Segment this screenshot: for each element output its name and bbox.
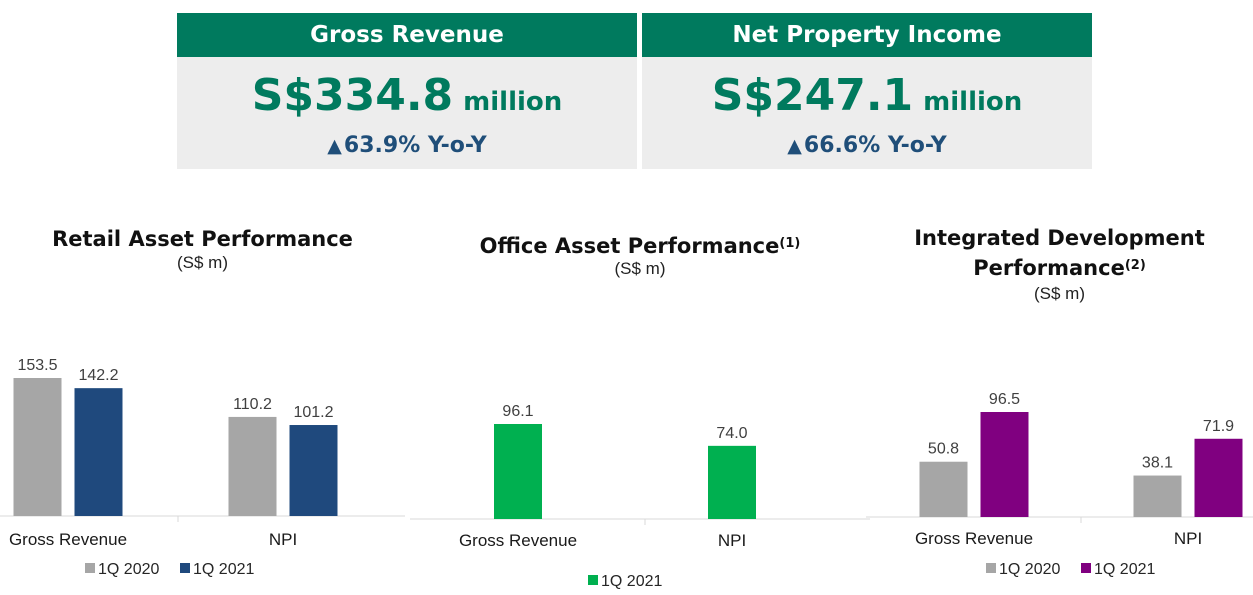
npi-amount: S$247.1	[711, 70, 914, 121]
legend-label: 1Q 2020	[999, 561, 1060, 578]
integrated-chart-title-line2: Performance	[973, 256, 1125, 280]
bar-npi-1q-2021	[1194, 438, 1243, 517]
legend-swatch	[588, 575, 598, 585]
legend-swatch	[1081, 563, 1091, 573]
data-label: 142.2	[78, 367, 118, 384]
retail-panel: Retail Asset Performance (S$ m) 153.5 142…	[0, 222, 405, 595]
integrated-chart: 50.8 96.5 Gross Revenue 38.1 71.9 NPI 1Q 2020 1…	[866, 391, 1253, 578]
npi-card: Net Property Income S$247.1 million ▲66.6…	[642, 13, 1092, 169]
category-label: NPI	[718, 531, 746, 550]
data-label: 110.2	[233, 396, 272, 413]
retail-chart-unit: (S$ m)	[177, 253, 228, 272]
gross-revenue-unit: million	[463, 87, 563, 117]
category-label: Gross Revenue	[9, 530, 127, 549]
integrated-panel: Integrated Development Performance(2) (S$…	[866, 222, 1253, 595]
category-label: Gross Revenue	[915, 529, 1033, 548]
legend-swatch	[986, 563, 996, 573]
legend-swatch	[85, 563, 95, 573]
retail-chart-title: Retail Asset Performance	[0, 225, 405, 253]
legend-label: 1Q 2021	[193, 561, 254, 578]
legend-swatch	[180, 563, 190, 573]
office-footnote-marker: (1)	[779, 236, 801, 251]
integrated-chart-unit: (S$ m)	[1034, 284, 1085, 303]
category-label: NPI	[269, 530, 297, 549]
bar-gross-revenue-1q-2021	[980, 412, 1029, 517]
data-label: 74.0	[716, 425, 747, 442]
data-label: 96.1	[502, 403, 533, 420]
data-label: 101.2	[293, 404, 333, 421]
office-chart-title: Office Asset Performance(1)	[410, 230, 870, 260]
category-label: NPI	[1174, 529, 1202, 548]
retail-chart: 153.5 142.2 Gross Revenue 110.2 101.2 NPI 1Q 2…	[0, 357, 405, 578]
gross-revenue-change: ▲63.9% Y-o-Y	[177, 133, 637, 158]
up-triangle-icon: ▲	[787, 135, 802, 157]
category-label: Gross Revenue	[459, 531, 577, 550]
gross-revenue-card-title: Gross Revenue	[177, 13, 637, 57]
bar-npi-1q-2021	[708, 445, 756, 519]
bar-gross-revenue-1q-2020	[13, 378, 62, 516]
data-label: 96.5	[989, 391, 1020, 408]
npi-value: S$247.1 million	[642, 65, 1092, 127]
bar-gross-revenue-1q-2020	[919, 461, 968, 517]
data-label: 153.5	[17, 357, 57, 374]
data-label: 50.8	[928, 441, 959, 458]
legend-label: 1Q 2021	[601, 573, 662, 590]
bar-gross-revenue-1q-2021	[74, 388, 123, 516]
npi-unit: million	[923, 87, 1023, 117]
npi-change: ▲66.6% Y-o-Y	[642, 133, 1092, 158]
npi-change-text: 66.6% Y-o-Y	[803, 133, 947, 158]
office-chart-title-text: Office Asset Performance	[479, 234, 780, 258]
gross-revenue-card: Gross Revenue S$334.8 million ▲63.9% Y-o-…	[177, 13, 637, 169]
npi-card-title: Net Property Income	[642, 13, 1092, 57]
bar-npi-1q-2021	[289, 425, 338, 516]
gross-revenue-amount: S$334.8	[251, 70, 454, 121]
up-triangle-icon: ▲	[327, 135, 342, 157]
gross-revenue-change-text: 63.9% Y-o-Y	[343, 133, 487, 158]
data-label: 71.9	[1203, 418, 1234, 435]
bar-npi-1q-2020	[228, 416, 277, 516]
integrated-footnote-marker: (2)	[1124, 258, 1146, 273]
bar-npi-1q-2020	[1133, 475, 1182, 517]
legend-label: 1Q 2020	[98, 561, 159, 578]
bar-gross-revenue-1q-2021	[494, 424, 542, 519]
office-chart: 96.1 Gross Revenue 74.0 NPI 1Q 2021	[410, 403, 870, 590]
gross-revenue-value: S$334.8 million	[177, 65, 637, 127]
integrated-chart-title: Integrated Development Performance(2)	[866, 224, 1253, 282]
office-panel: Office Asset Performance(1) (S$ m) 96.1 G…	[410, 222, 870, 595]
office-chart-unit: (S$ m)	[614, 259, 666, 278]
retail-chart-title-text: Retail Asset Performance	[52, 227, 353, 251]
integrated-chart-title-line1: Integrated Development	[914, 226, 1205, 250]
legend-label: 1Q 2021	[1094, 561, 1155, 578]
data-label: 38.1	[1142, 455, 1173, 472]
